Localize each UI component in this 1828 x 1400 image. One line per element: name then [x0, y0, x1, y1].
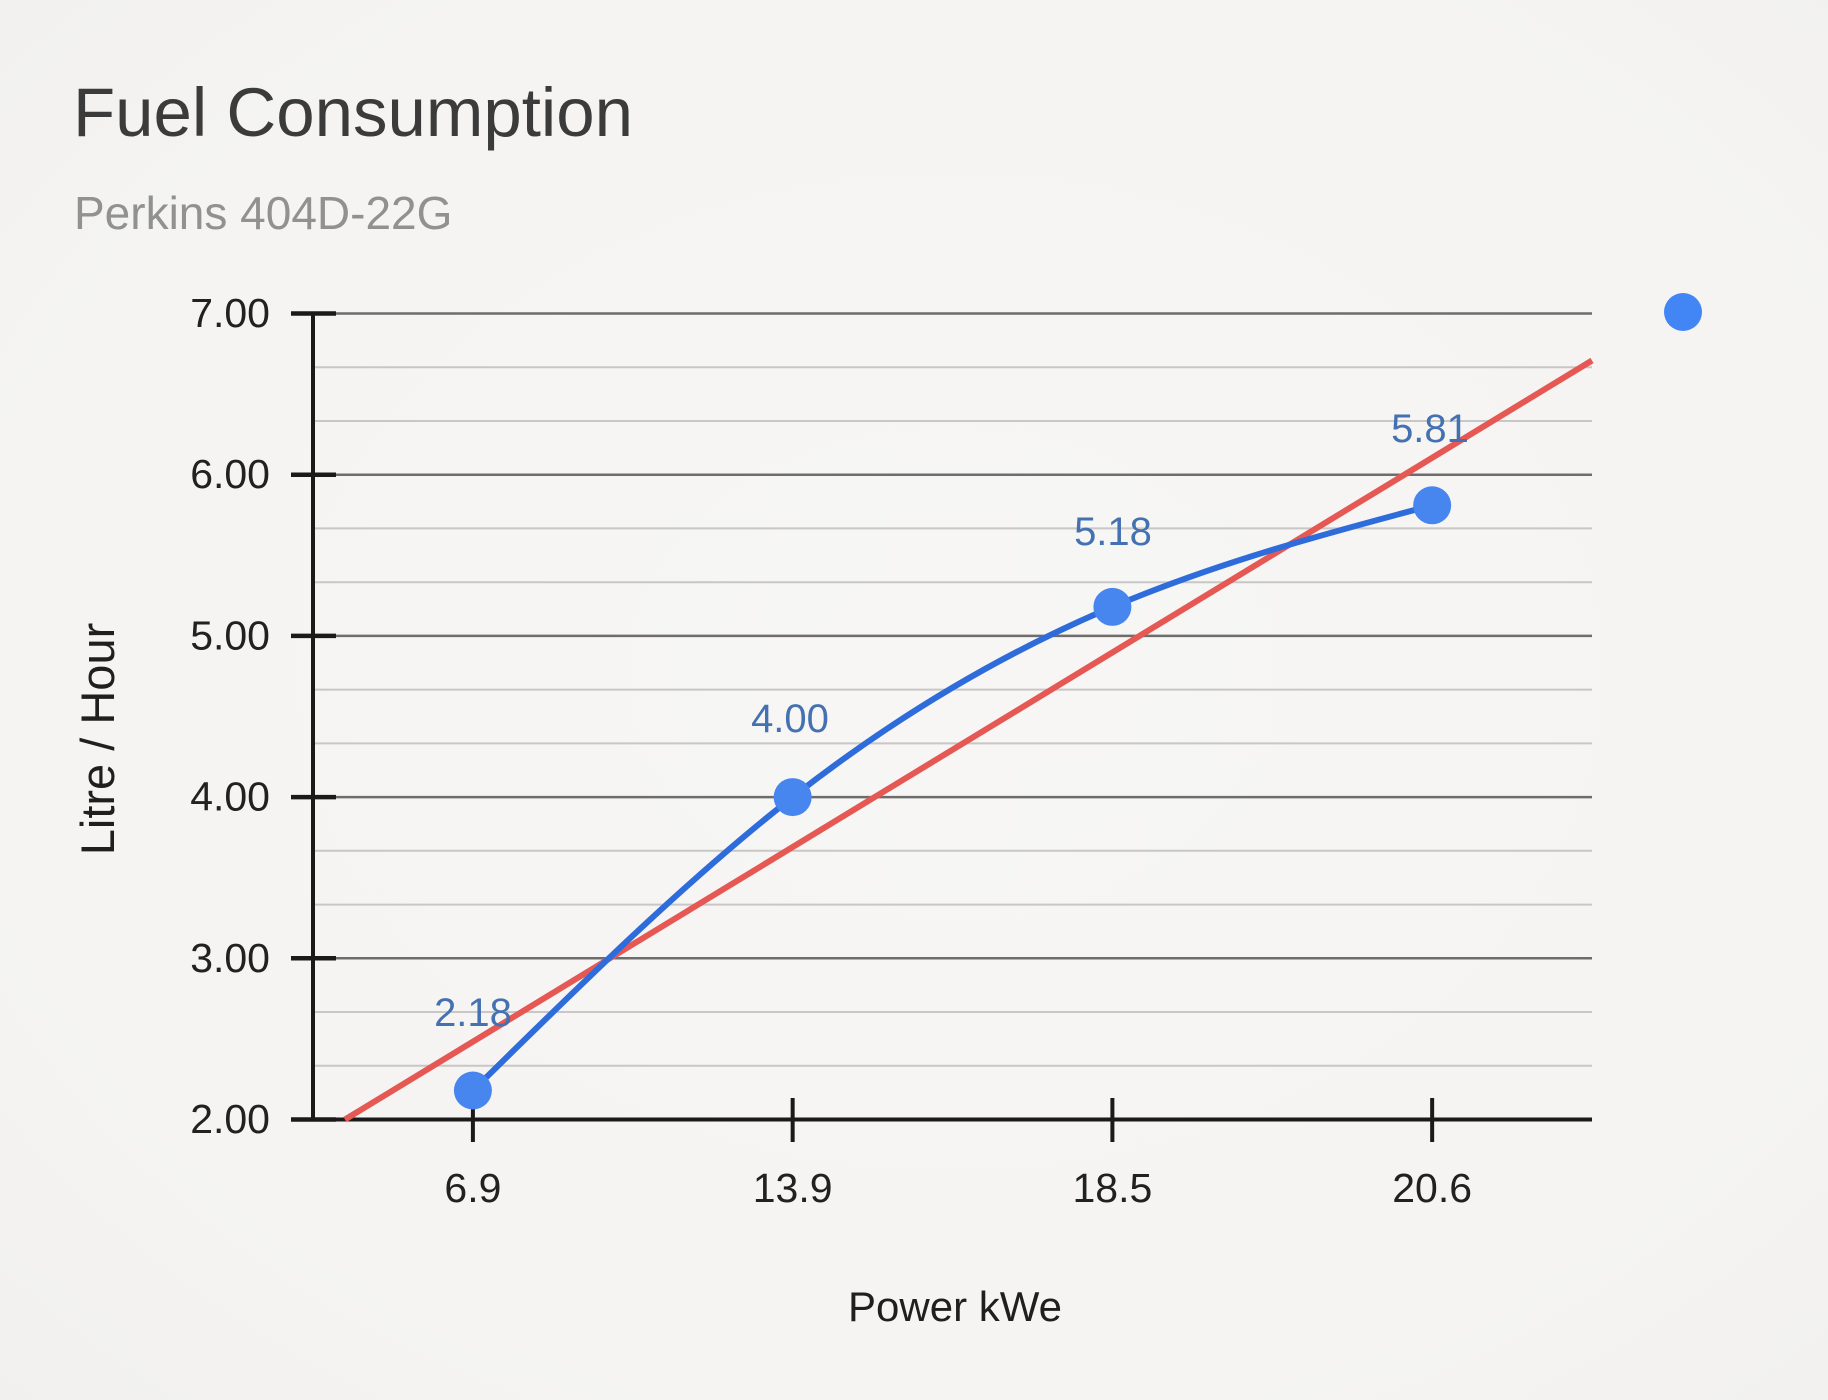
svg-text:Perkins 404D-22G: Perkins 404D-22G — [74, 187, 452, 239]
svg-text:Power kWe: Power kWe — [848, 1283, 1062, 1330]
svg-text:7.00: 7.00 — [190, 290, 270, 336]
svg-text:Litre / Hour: Litre / Hour — [71, 623, 124, 855]
svg-text:3.00: 3.00 — [190, 935, 270, 981]
svg-text:20.6: 20.6 — [1392, 1165, 1472, 1211]
svg-text:2.18: 2.18 — [434, 991, 512, 1035]
svg-text:6.00: 6.00 — [190, 451, 270, 497]
svg-text:5.18: 5.18 — [1074, 510, 1152, 554]
svg-text:6.9: 6.9 — [444, 1165, 501, 1211]
svg-text:5.81: 5.81 — [1391, 407, 1469, 451]
svg-text:13.9: 13.9 — [753, 1165, 833, 1211]
svg-text:2.00: 2.00 — [190, 1096, 270, 1142]
svg-text:5.00: 5.00 — [190, 612, 270, 658]
svg-text:4.00: 4.00 — [190, 774, 270, 820]
svg-text:4.00: 4.00 — [751, 697, 829, 741]
svg-text:18.5: 18.5 — [1072, 1165, 1152, 1211]
svg-text:Fuel Consumption: Fuel Consumption — [73, 74, 633, 151]
